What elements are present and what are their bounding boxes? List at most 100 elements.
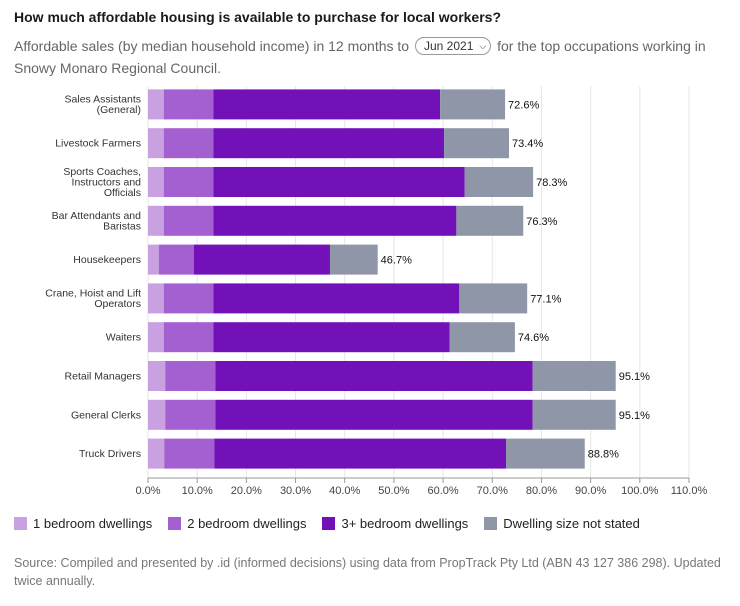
category-label-line: Officials — [104, 187, 141, 199]
subtitle-suffix: for the top occupations working in Snowy… — [14, 38, 706, 76]
bar-segment-bed2 — [163, 205, 214, 236]
category-label: General Clerks — [71, 409, 141, 421]
bar-total-label: 88.8% — [588, 449, 619, 461]
bar-total-label: 76.3% — [526, 216, 557, 228]
bar-segment-bed2 — [163, 283, 214, 314]
bar-total-label: 72.6% — [508, 99, 539, 111]
bar-segment-bed2 — [163, 128, 214, 159]
x-tick-label: 40.0% — [329, 485, 360, 497]
bar-segment-bed3 — [213, 205, 457, 236]
bar-segment-notstated — [532, 361, 616, 391]
bar-segment-notstated — [440, 89, 506, 120]
bar-segment-bed3 — [193, 244, 330, 275]
bar-segment-notstated — [464, 167, 534, 197]
bar-segment-notstated — [449, 322, 515, 353]
bar-segment-bed1 — [148, 322, 164, 353]
x-tick-label: 110.0% — [671, 485, 708, 497]
category-label-line: Housekeepers — [73, 254, 141, 266]
category-label-line: General Clerks — [71, 409, 141, 421]
bar-total-label: 46.7% — [381, 255, 412, 267]
category-label: Retail Managers — [65, 371, 141, 383]
category-label: Crane, Hoist and Lift Operators — [45, 288, 141, 311]
x-tick-label: 10.0% — [182, 485, 213, 497]
bar-segment-bed3 — [215, 399, 533, 430]
bar-segment-bed2 — [163, 167, 214, 197]
bar-segment-bed1 — [148, 205, 164, 236]
legend-item-bed2[interactable]: 2 bedroom dwellings — [168, 516, 306, 531]
legend-swatch-bed1 — [14, 517, 27, 530]
legend-label-bed1: 1 bedroom dwellings — [33, 516, 153, 531]
bar-segment-bed1 — [148, 167, 164, 197]
bar-segment-notstated — [532, 399, 616, 430]
category-label: Sports Coaches, Instructors and Officials — [63, 166, 141, 199]
period-select[interactable]: Jun 2021 ⌵ — [414, 37, 492, 55]
legend-label-bed3: 3+ bedroom dwellings — [341, 516, 469, 531]
bar-segment-bed3 — [213, 128, 445, 159]
x-tick-label: 100.0% — [621, 485, 659, 497]
bar-segment-notstated — [444, 128, 509, 159]
category-label-line: (General) — [97, 104, 141, 116]
subtitle-prefix: Affordable sales (by median household in… — [14, 38, 410, 54]
x-tick-label: 20.0% — [231, 485, 262, 497]
bar-total-label: 78.3% — [536, 177, 567, 189]
bar-segment-bed1 — [148, 399, 166, 430]
legend-swatch-bed3 — [322, 517, 336, 530]
legend-item-notstated[interactable]: Dwelling size not stated — [484, 516, 640, 531]
bar-segment-bed1 — [148, 244, 159, 275]
bar-segment-bed2 — [163, 322, 214, 353]
bar-segment-bed3 — [215, 361, 533, 391]
category-label: Bar Attendants and Baristas — [52, 210, 141, 233]
bar-segment-notstated — [506, 438, 585, 469]
bar-segment-bed1 — [148, 128, 164, 159]
x-tick-label: 70.0% — [477, 485, 508, 497]
category-label-line: Operators — [94, 298, 141, 310]
x-tick-label: 30.0% — [280, 485, 311, 497]
bar-segment-bed2 — [164, 438, 215, 469]
chart-title: How much affordable housing is available… — [14, 9, 501, 25]
category-label-line: Instructors and — [72, 177, 142, 189]
bar-segment-bed1 — [148, 438, 165, 469]
category-label-line: Retail Managers — [65, 371, 141, 383]
category-label: Truck Drivers — [79, 448, 141, 460]
category-label-line: Sports Coaches, — [63, 166, 141, 178]
bar-segment-bed3 — [213, 167, 465, 197]
x-tick-label: 50.0% — [378, 485, 409, 497]
stacked-bar-chart: 0.0% 10.0% 20.0% 30.0% 40.0% 50.0% 60.0% 70.0% 8… — [45, 86, 708, 497]
category-label-line: Crane, Hoist and Lift — [45, 288, 141, 300]
bar-segment-bed2 — [158, 244, 194, 275]
bar-segment-bed3 — [213, 283, 460, 314]
category-label: Housekeepers — [73, 254, 141, 266]
bar-total-label: 77.1% — [530, 293, 561, 305]
bar-segment-bed3 — [213, 322, 450, 353]
bar-segment-notstated — [456, 205, 524, 236]
category-label: Waiters — [106, 332, 141, 344]
x-tick-label: 80.0% — [526, 485, 557, 497]
legend-label-bed2: 2 bedroom dwellings — [187, 516, 307, 531]
chart-subtitle: Affordable sales (by median household in… — [14, 35, 726, 79]
bar-segment-bed1 — [148, 361, 166, 391]
category-label-line: Bar Attendants and — [52, 210, 141, 222]
legend-swatch-bed2 — [168, 517, 182, 530]
bar-segment-bed1 — [148, 89, 164, 120]
chevron-down-icon: ⌵ — [479, 41, 487, 51]
bar-segment-bed2 — [165, 399, 216, 430]
category-label-line: Truck Drivers — [79, 448, 141, 460]
category-label-line: Livestock Farmers — [55, 138, 141, 150]
bar-segment-bed3 — [213, 89, 441, 120]
bar-total-label: 74.6% — [518, 332, 549, 344]
bar-total-label: 95.1% — [619, 410, 650, 422]
x-tick-label: 0.0% — [135, 485, 160, 497]
legend: 1 bedroom dwellings 2 bedroom dwellings … — [14, 516, 640, 531]
category-label: Livestock Farmers — [55, 138, 141, 150]
bar-segment-notstated — [329, 244, 378, 275]
legend-item-bed3[interactable]: 3+ bedroom dwellings — [322, 516, 468, 531]
source-note: Source: Compiled and presented by .id (i… — [14, 556, 721, 588]
category-label-line: Sales Assistants — [65, 94, 141, 106]
legend-item-bed1[interactable]: 1 bedroom dwellings — [14, 516, 152, 531]
x-tick-label: 90.0% — [575, 485, 606, 497]
bar-segment-bed2 — [165, 361, 216, 391]
legend-label-notstated: Dwelling size not stated — [503, 516, 640, 531]
bar-segment-bed3 — [214, 438, 507, 469]
bar-total-label: 95.1% — [619, 371, 650, 383]
category-label: Sales Assistants (General) — [65, 94, 141, 117]
